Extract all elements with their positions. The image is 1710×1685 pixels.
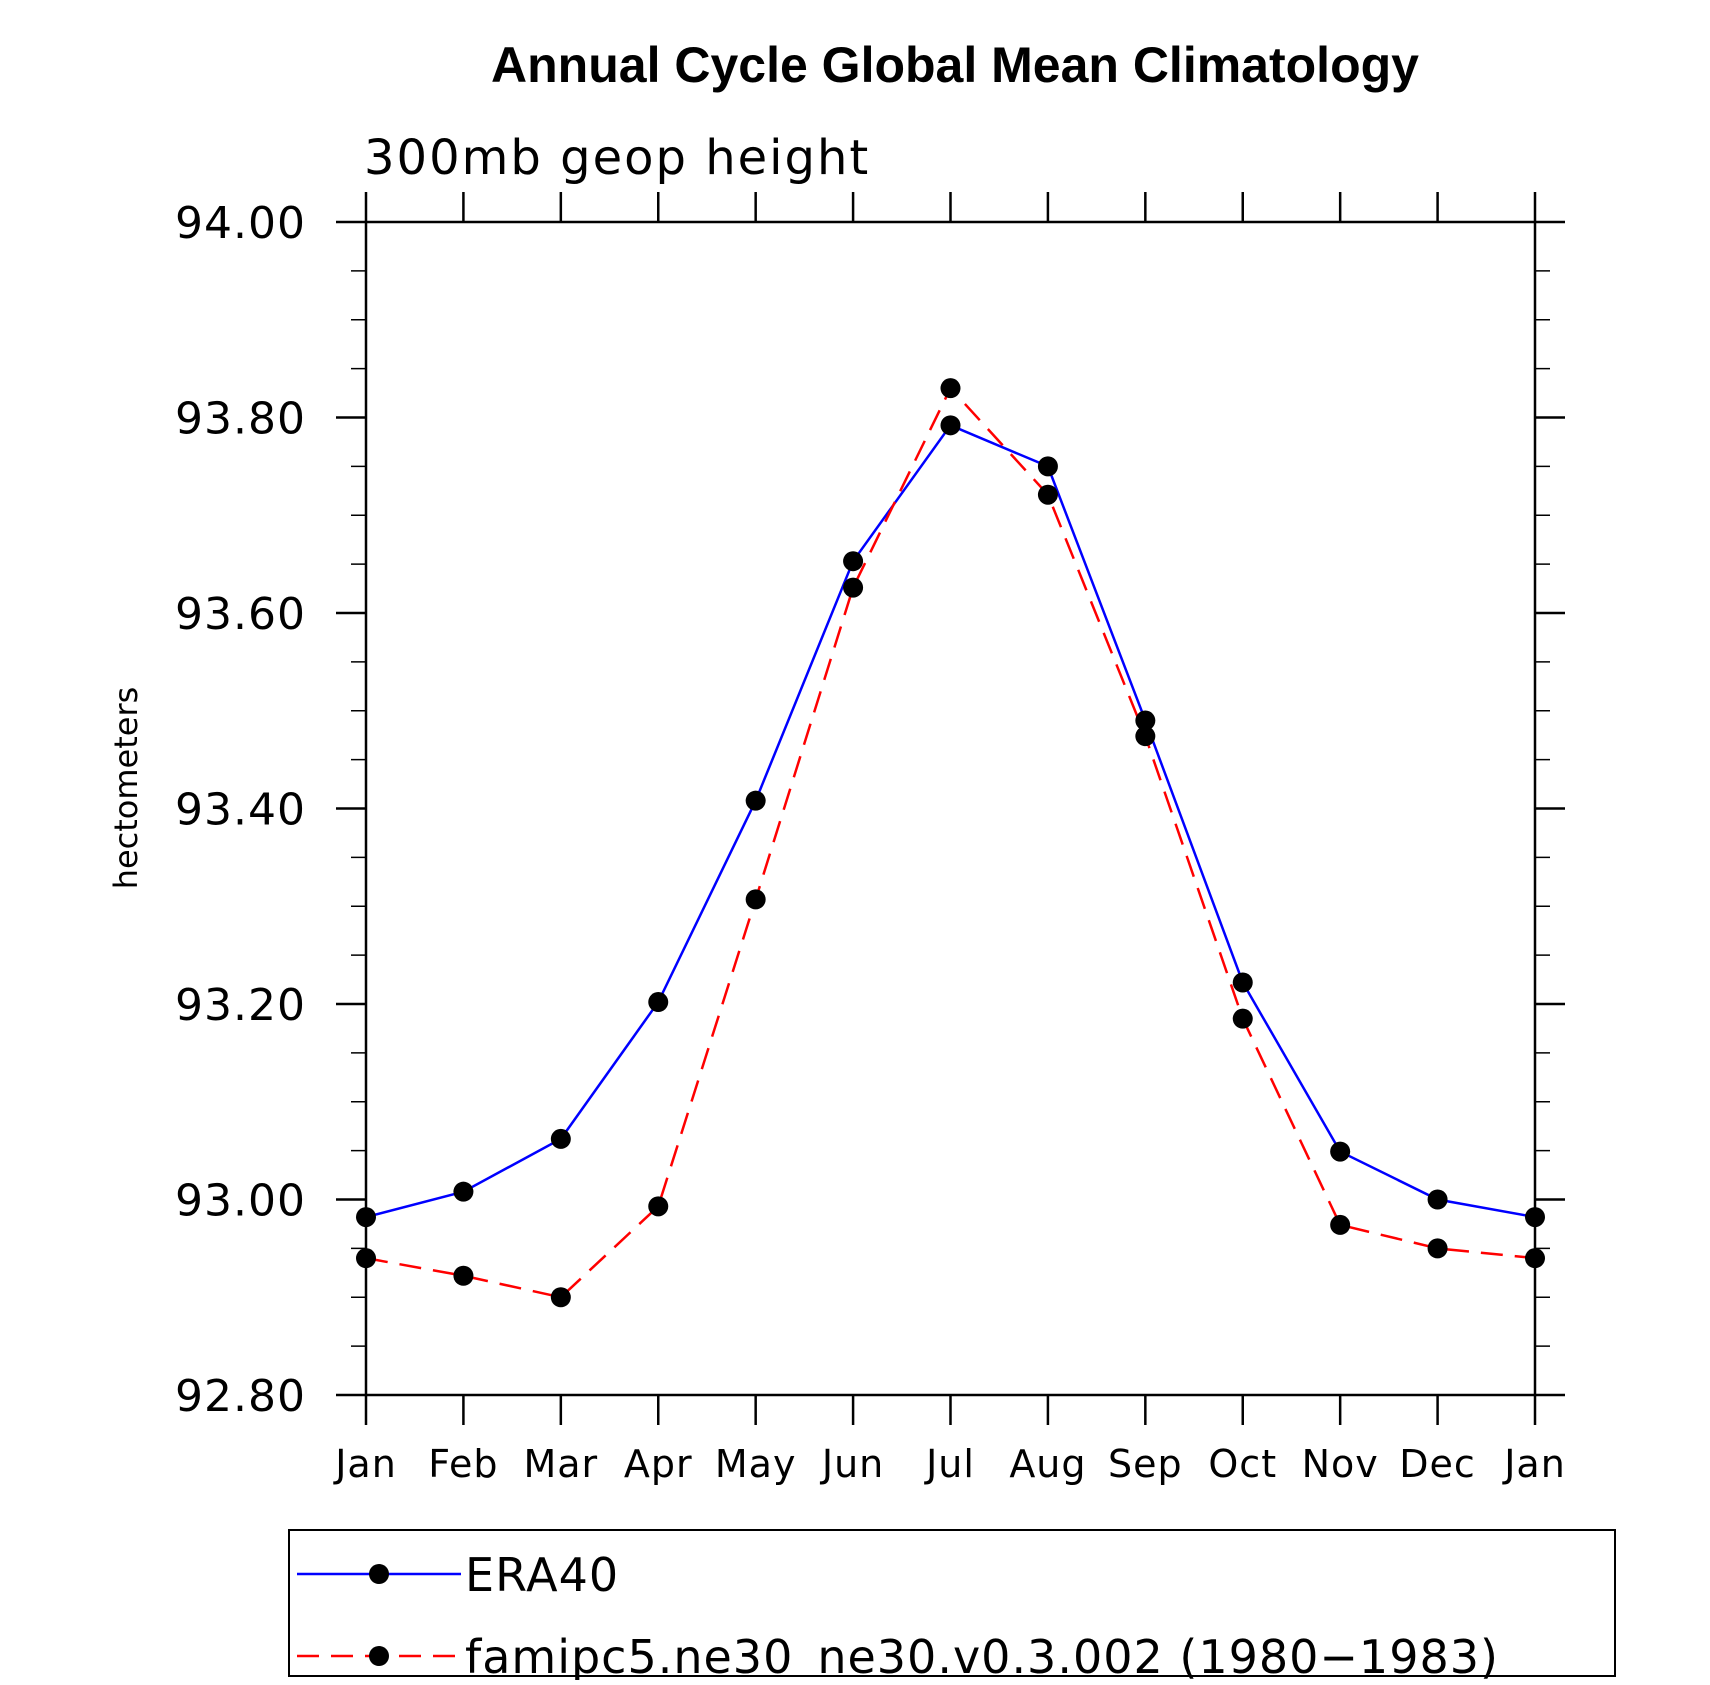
data-point-series-2 [1525,1248,1545,1269]
data-point-series-1 [1525,1207,1545,1228]
x-tick-label: May [715,1442,797,1486]
y-tick-label: 94.00 [175,198,306,249]
data-point-series-1 [1232,972,1253,993]
y-axis-label: hectometers [107,687,145,890]
data-point-series-1 [356,1207,376,1228]
data-point-series-1 [745,790,766,811]
y-tick-label: 93.20 [175,980,306,1031]
plot-area: 92.80 93.00 93.20 93.40 93.60 93.80 94.00 Jan Fe… [175,192,1566,1486]
x-tick-label: Sep [1108,1442,1183,1486]
y-tick-label: 93.80 [175,394,306,445]
x-tick-label: Mar [523,1442,598,1486]
data-point-series-2 [453,1265,474,1286]
data-point-series-1 [1037,456,1058,477]
data-point-series-2 [1135,726,1156,747]
x-tick-label: Jan [333,1442,397,1486]
data-point-series-2 [1427,1238,1448,1259]
data-point-series-2 [843,577,864,598]
data-point-series-1 [648,992,669,1013]
y-tick-label: 93.60 [175,589,306,640]
data-point-series-2 [550,1287,571,1308]
data-point-series-1 [1135,710,1156,731]
y-tick-label: 92.80 [175,1371,306,1422]
legend-label-2: famipc5.ne30_ne30.v0.3.002 (1980−1983) [465,1630,1499,1680]
legend-marker-2 [369,1646,389,1666]
data-point-series-1 [550,1128,571,1149]
data-point-series-1 [843,551,864,572]
data-point-series-1 [1427,1189,1448,1210]
x-tick-label: Apr [624,1442,693,1486]
y-tick-label: 93.00 [175,1176,306,1227]
legend-marker-1 [369,1564,389,1584]
x-tick-label: Oct [1208,1442,1277,1486]
y-tick-label: 93.40 [175,785,306,836]
data-point-series-2 [648,1196,669,1217]
legend-label-1: ERA40 [465,1548,619,1602]
data-point-series-2 [356,1248,376,1269]
x-tick-label: Nov [1302,1442,1379,1486]
data-point-series-2 [745,889,766,910]
series-line-1 [365,423,1536,1219]
legend: ERA40 famipc5.ne30_ne30.v0.3.002 (1980−19… [288,1529,1616,1684]
x-tick-label: Jan [1502,1442,1566,1486]
legend-box [288,1529,1616,1677]
data-point-series-2 [1232,1008,1253,1029]
x-tick-label: Feb [428,1442,498,1486]
data-point-series-1 [940,415,961,436]
data-point-series-1 [1330,1141,1351,1162]
data-point-series-2 [1037,484,1058,505]
x-tick-label: Jul [924,1442,975,1486]
chart-subtitle: 300mb geop height [364,130,870,186]
chart-title: Annual Cycle Global Mean Climatology [491,37,1419,93]
data-point-series-1 [453,1181,474,1202]
data-point-series-2 [1330,1214,1351,1235]
x-tick-label: Jun [820,1442,884,1486]
data-point-series-2 [940,378,961,399]
x-tick-label: Aug [1009,1442,1086,1486]
x-tick-label: Dec [1399,1442,1476,1486]
